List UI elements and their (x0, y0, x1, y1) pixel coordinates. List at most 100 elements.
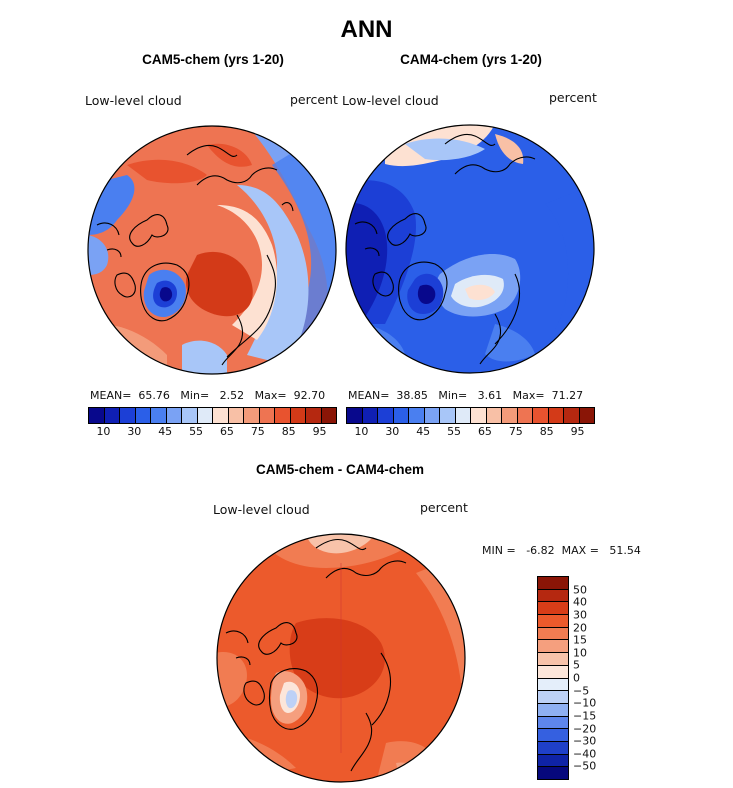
diff-colorbar-swatch (538, 703, 568, 717)
cam4-units-label: percent (549, 90, 597, 105)
cam5-variable-label: Low-level cloud (85, 93, 182, 108)
cam4-colorbar-tick-label: 55 (447, 425, 462, 438)
diff-colorbar-tick-label: 40 (573, 595, 587, 609)
cam5-colorbar-swatch (290, 408, 306, 423)
diff-colorbar-swatch (538, 627, 568, 641)
cam4-colorbar-tick-label: 75 (508, 425, 523, 438)
cam5-colorbar-swatch (89, 408, 105, 423)
cam5-colorbar-tick-label: 85 (281, 425, 296, 438)
cam4-panel-title: CAM4-chem (yrs 1-20) (400, 52, 542, 67)
diff-colorbar-swatch (538, 741, 568, 755)
cam5-colorbar-swatch (166, 408, 182, 423)
diff-colorbar-swatch (538, 729, 568, 742)
cam5-colorbar-swatch (197, 408, 213, 423)
cam5-colorbar-swatch (213, 408, 229, 423)
cam5-colorbar-swatch (104, 408, 120, 423)
cam4-variable-label: Low-level cloud (342, 93, 439, 108)
cam4-colorbar-swatch (533, 408, 549, 423)
diff-colorbar-swatch (538, 767, 568, 779)
diff-min-label: MIN = (482, 544, 516, 557)
cam4-colorbar-swatch (455, 408, 471, 423)
cam5-colorbar-swatch (151, 408, 167, 423)
cam4-colorbar-swatch (471, 408, 487, 423)
cam4-colorbar-tick-label: 95 (570, 425, 585, 438)
cam5-colorbar-swatch (244, 408, 260, 423)
cam5-colorbar-swatch (120, 408, 136, 423)
cam4-max-value: 71.27 (551, 389, 584, 402)
cam4-mean-label: MEAN= (348, 389, 390, 402)
diff-colorbar-tick-label: −5 (573, 684, 590, 698)
diff-colorbar-tick-label: −20 (573, 722, 597, 735)
diff-colorbar-tick-label: −10 (573, 696, 597, 710)
cam4-colorbar-swatch (393, 408, 409, 423)
diff-colorbar-swatch (538, 589, 568, 603)
cam5-polar-map (87, 125, 337, 375)
cam5-panel-title: CAM5-chem (yrs 1-20) (142, 52, 284, 67)
diff-max-label: MAX = (561, 544, 599, 557)
diff-colorbar-swatch (538, 602, 568, 616)
cam5-colorbar-tick-label: 55 (189, 425, 204, 438)
cam5-mean-value: 65.76 (138, 389, 170, 402)
cam4-colorbar-tick-label: 45 (416, 425, 431, 438)
figure-title: ANN (340, 16, 393, 43)
cam4-colorbar-swatch (517, 408, 533, 423)
diff-colorbar-swatch (538, 653, 568, 666)
cam4-colorbar-tick-label: 85 (539, 425, 554, 438)
diff-max-value: 51.54 (609, 544, 641, 557)
cam5-colorbar-tick-label: 65 (219, 425, 234, 438)
diff-min-value: -6.82 (526, 544, 555, 557)
diff-colorbar-swatch (538, 577, 568, 590)
cam4-colorbar-swatch (548, 408, 564, 423)
cam4-max-label: Max= (512, 389, 545, 402)
diff-colorbar-tick-label: 10 (573, 646, 587, 660)
cam4-colorbar-swatch (440, 408, 456, 423)
cam4-stats: MEAN= 38.85 Min= 3.61 Max= 71.27 (348, 389, 583, 402)
diff-colorbar-swatch (538, 754, 568, 768)
cam5-colorbar-swatch (228, 408, 244, 423)
diff-units-label: percent (420, 500, 468, 515)
cam5-colorbar-tick-label: 30 (127, 425, 142, 438)
cam4-mean-value: 38.85 (396, 389, 428, 402)
cam5-max-label: Max= (254, 389, 287, 402)
diff-colorbar-tick-label: −15 (573, 709, 597, 723)
cam4-colorbar-swatch (409, 408, 425, 423)
cam4-colorbar-tick-label: 10 (354, 425, 369, 438)
diff-colorbar-tick-label: 0 (573, 671, 580, 685)
diff-colorbar-tick-label: 30 (573, 608, 587, 622)
cam4-colorbar-swatch (502, 408, 518, 423)
diff-colorbar-tick-label: −30 (573, 734, 597, 748)
diff-colorbar-swatch (538, 678, 568, 692)
cam5-colorbar-tick-label: 45 (158, 425, 173, 438)
cam4-min-value: 3.61 (477, 389, 503, 402)
cam5-mean-label: MEAN= (90, 389, 132, 402)
cam5-min-value: 2.52 (219, 389, 245, 402)
diff-colorbar-tick-label: −50 (573, 759, 597, 773)
cam4-min-label: Min= (438, 389, 468, 402)
cam4-colorbar (346, 407, 595, 424)
diff-colorbar-swatch (538, 691, 568, 704)
cam4-colorbar-swatch (347, 408, 363, 423)
cam5-colorbar-tick-label: 75 (250, 425, 265, 438)
cam5-colorbar-ticks: 10 30 45 55 65 75 85 95 (88, 425, 335, 439)
diff-colorbar-tick-label: −40 (573, 747, 597, 761)
diff-panel-title: CAM5-chem - CAM4-chem (255, 462, 425, 477)
cam5-colorbar-swatch (306, 408, 322, 423)
cam4-colorbar-swatch (424, 408, 440, 423)
diff-colorbar-tick-label: 5 (573, 658, 580, 672)
diff-colorbar-tick-label: 15 (573, 633, 587, 647)
cam4-polar-map (345, 124, 595, 374)
cam5-colorbar (88, 407, 337, 424)
cam5-colorbar-swatch (321, 408, 336, 423)
cam5-min-label: Min= (180, 389, 210, 402)
cam4-colorbar-tick-label: 30 (385, 425, 400, 438)
cam4-colorbar-swatch (378, 408, 394, 423)
diff-colorbar-swatch (538, 615, 568, 628)
cam5-units-label: percent (290, 92, 338, 107)
diff-colorbar-swatch (538, 665, 568, 679)
cam5-max-value: 92.70 (293, 389, 326, 402)
cam5-colorbar-swatch (259, 408, 275, 423)
diff-colorbar-tick-label: 20 (573, 621, 587, 634)
cam4-colorbar-swatch (564, 408, 580, 423)
diff-colorbar-swatch (538, 640, 568, 654)
